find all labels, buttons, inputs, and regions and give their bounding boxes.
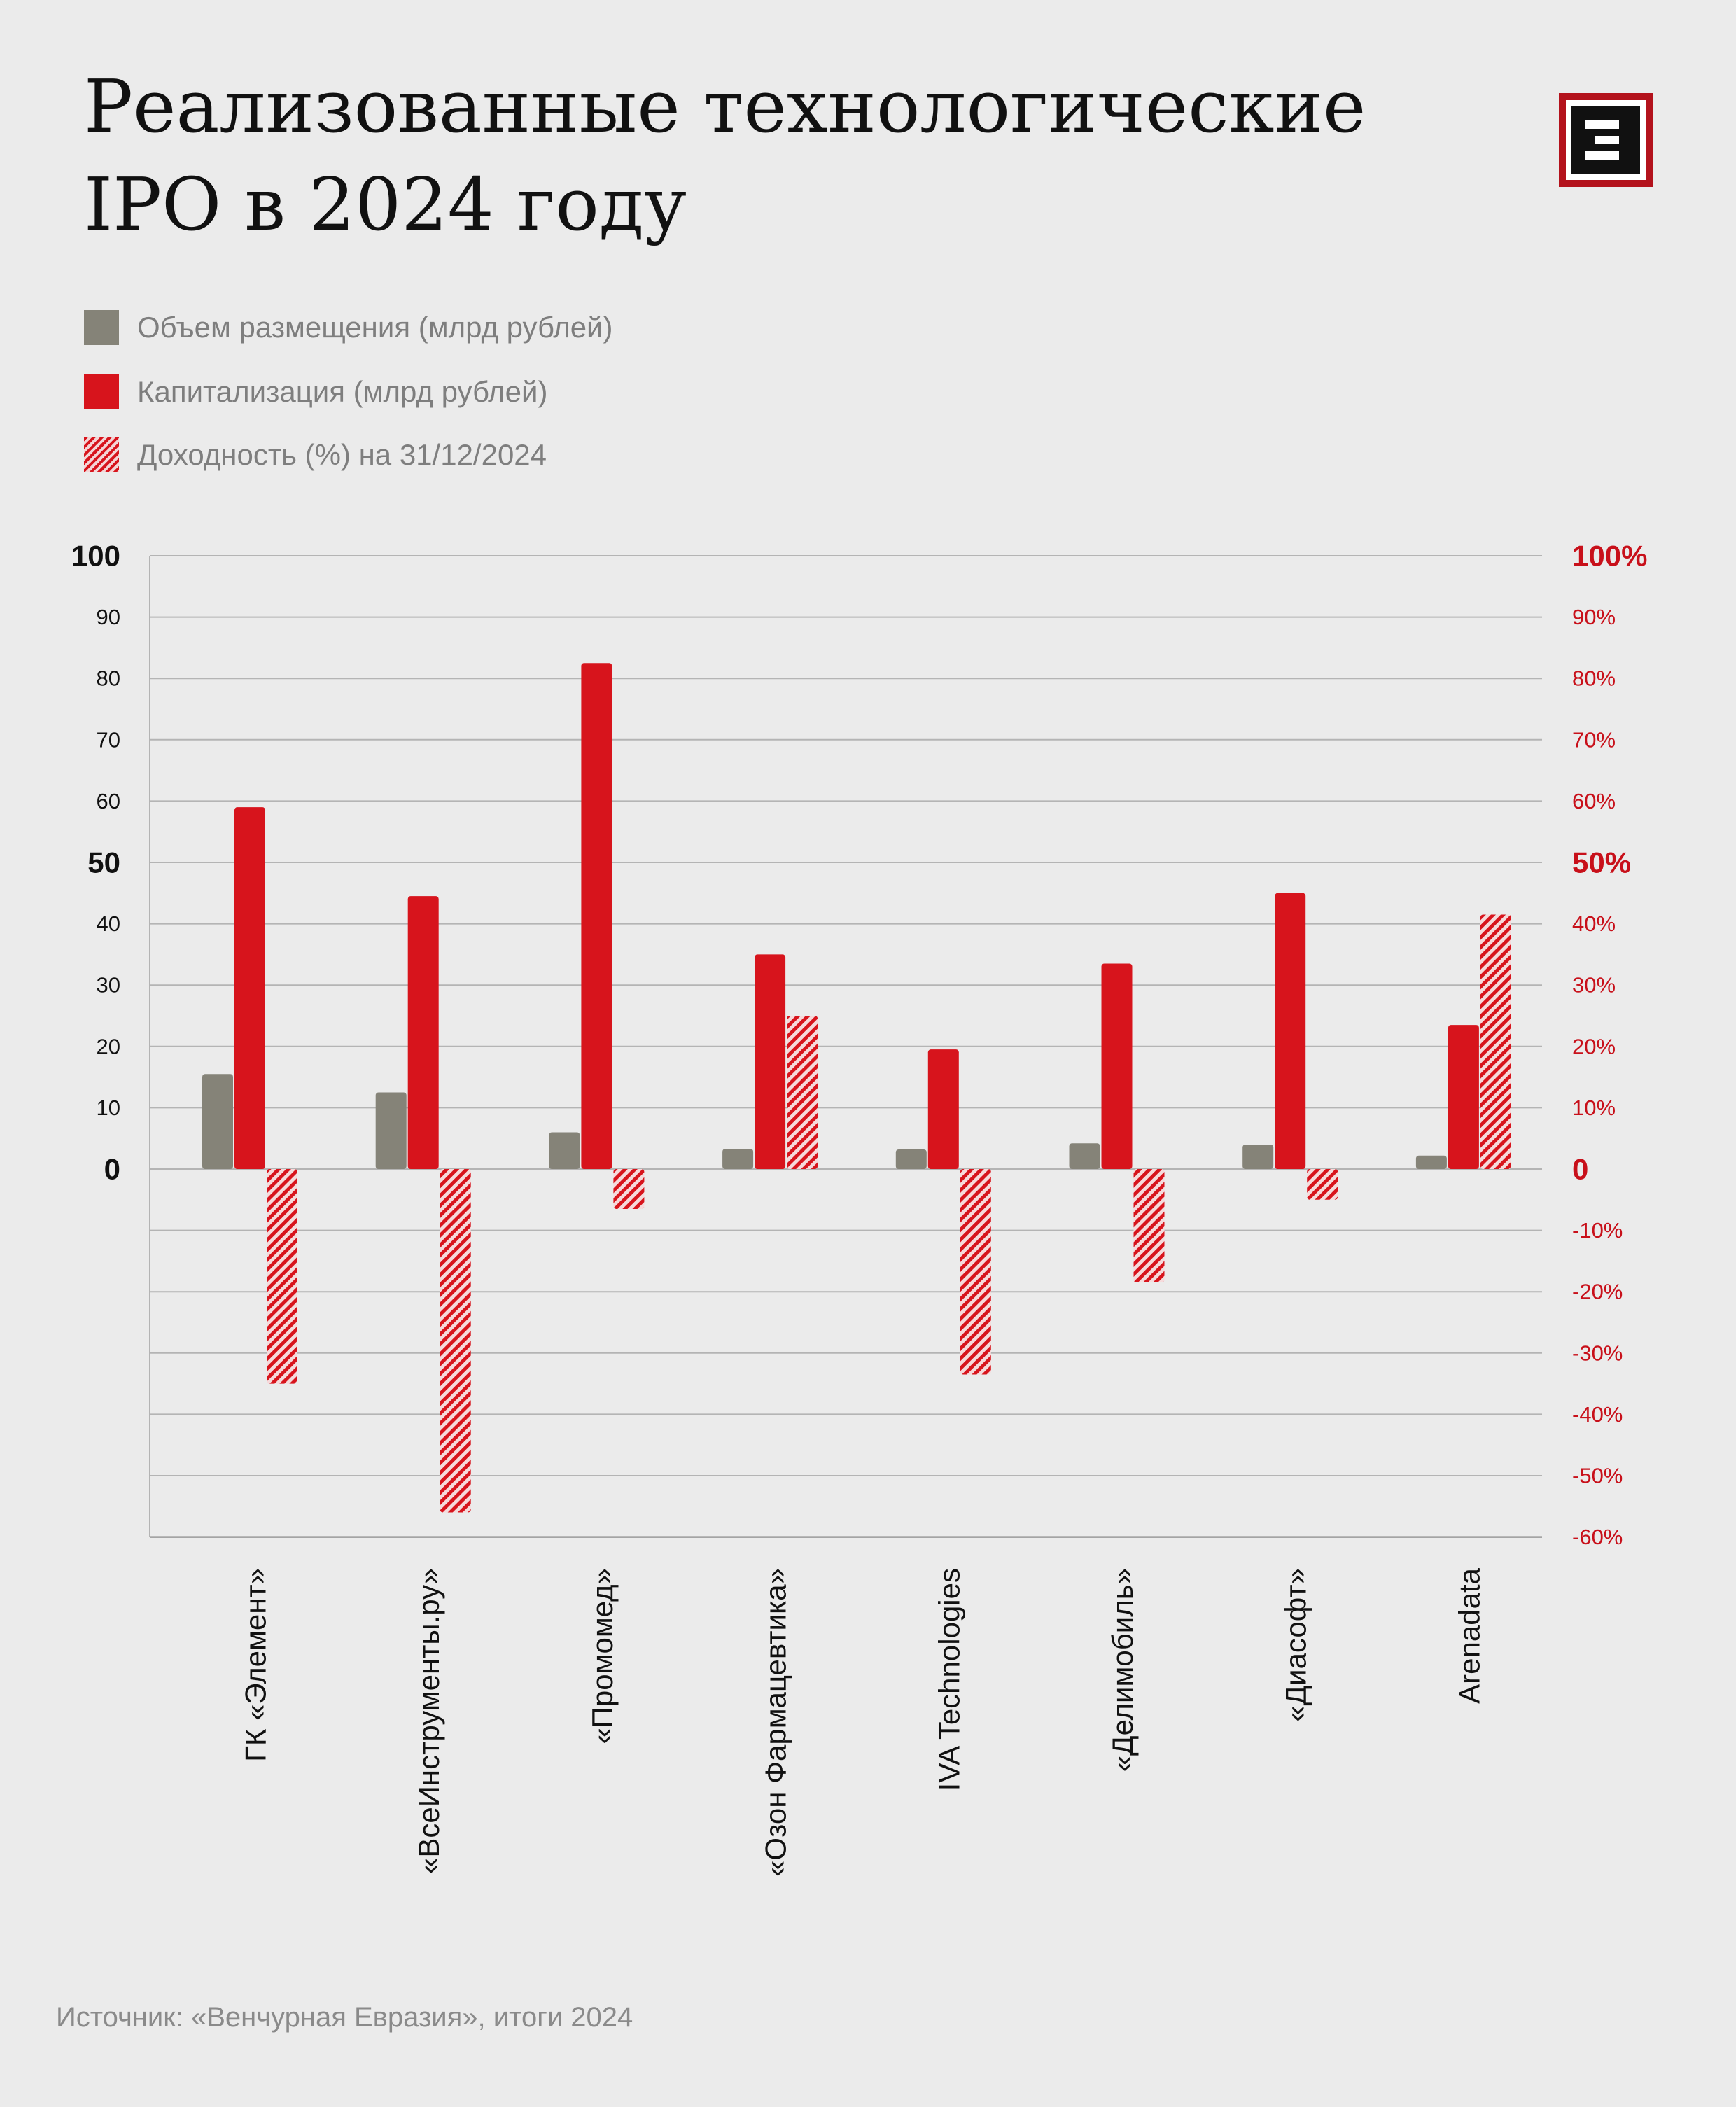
y-right-tick-label: -40%: [1572, 1402, 1623, 1427]
legend-swatch-capitalization: [84, 374, 119, 410]
bar-volume: [722, 1149, 754, 1169]
y-left-tick-label: 50: [88, 846, 120, 879]
y-left-tick-label: 40: [97, 911, 120, 936]
y-right-tick-label: -60%: [1572, 1525, 1623, 1549]
legend-item-capitalization: Капитализация (млрд рублей): [84, 371, 547, 413]
chart-title-line-2: IPO в 2024 году: [84, 162, 687, 247]
x-tick-label: ГК «Элемент»: [239, 1568, 272, 1762]
bar-yield: [613, 1169, 645, 1209]
bar-volume: [202, 1074, 233, 1169]
y-axis-right: 100% 90% 80% 70% 60% 50% 40% 30% 20% 10% 0 -10% -20%…: [1572, 540, 1647, 1550]
bar-volume: [549, 1132, 580, 1169]
bar-capitalization: [407, 896, 439, 1169]
bar-capitalization: [1275, 892, 1306, 1169]
x-tick-label: «Озон Фармацевтика»: [760, 1568, 792, 1877]
bar-volume: [375, 1092, 407, 1169]
y-left-tick-label: 20: [97, 1034, 120, 1058]
source-note: Источник: «Венчурная Евразия», итоги 202…: [56, 2002, 634, 2033]
bar-yield: [440, 1169, 471, 1513]
y-right-tick-label: 50%: [1572, 846, 1631, 879]
y-right-tick-label: 30%: [1572, 973, 1616, 997]
y-right-tick-label: 20%: [1572, 1034, 1616, 1058]
x-tick-label: «Делимобиль»: [1106, 1568, 1139, 1772]
bar-volume: [1242, 1144, 1274, 1169]
y-right-tick-label: 70%: [1572, 727, 1616, 752]
legend-item-volume: Объем размещения (млрд рублей): [84, 307, 613, 349]
legend-label-yield: Доходность (%) на 31/12/2024: [137, 438, 547, 471]
x-tick-label: Arenadata: [1452, 1567, 1485, 1703]
x-tick-label: «Промомед»: [586, 1568, 619, 1744]
bar-yield: [1133, 1169, 1165, 1283]
y-left-tick-label: 60: [97, 789, 120, 813]
y-right-tick-label: 100%: [1572, 540, 1647, 573]
bar-capitalization: [581, 663, 612, 1169]
y-left-tick-label: 100: [71, 540, 120, 573]
bar-volume: [1415, 1155, 1447, 1169]
bar-yield: [1307, 1169, 1338, 1200]
y-right-tick-label: 90%: [1572, 605, 1616, 629]
bar-volume: [895, 1149, 927, 1169]
bar-capitalization: [1101, 963, 1133, 1169]
y-right-tick-label: 10%: [1572, 1096, 1616, 1120]
reversed-e-logo-icon: [1559, 93, 1653, 187]
bars: [202, 663, 1511, 1513]
x-tick-label: IVA Technologies: [932, 1568, 965, 1791]
chart-title-line-1: Реализованные технологические: [84, 64, 1366, 149]
x-tick-label: «Диасофт»: [1280, 1568, 1312, 1722]
x-tick-label: «ВсеИнструменты.ру»: [412, 1568, 445, 1874]
bar-yield: [267, 1169, 298, 1384]
legend-swatch-yield: [84, 438, 119, 472]
y-left-tick-label: 80: [97, 666, 120, 691]
bar-volume: [1069, 1143, 1100, 1169]
bar-capitalization: [927, 1049, 959, 1169]
legend-swatch-volume: [84, 310, 119, 345]
bar-capitalization: [234, 807, 265, 1169]
bar-yield: [787, 1016, 818, 1169]
y-right-tick-label: -50%: [1572, 1464, 1623, 1488]
y-left-tick-label: 70: [97, 727, 120, 752]
bar-yield: [960, 1169, 991, 1375]
y-right-tick-label: -30%: [1572, 1340, 1623, 1365]
y-left-tick-label: 30: [97, 973, 120, 997]
y-left-tick-label: 10: [97, 1096, 120, 1120]
legend-label-capitalization: Капитализация (млрд рублей): [137, 375, 548, 408]
y-left-tick-label: 0: [104, 1153, 120, 1186]
x-axis-labels: ГК «Элемент» «ВсеИнструменты.ру» «Промомед…: [239, 1567, 1486, 1877]
bar-capitalization: [755, 954, 786, 1169]
y-right-tick-label: 40%: [1572, 911, 1616, 936]
chart-title: Реализованные технологические IPO в 2024…: [84, 57, 1414, 253]
y-right-tick-label: -20%: [1572, 1280, 1623, 1304]
bar-yield: [1480, 914, 1511, 1169]
y-right-tick-label: 60%: [1572, 789, 1616, 813]
y-right-tick-label: 80%: [1572, 666, 1616, 691]
y-right-tick-label: -10%: [1572, 1218, 1623, 1242]
legend-item-yield: Доходность (%) на 31/12/2024: [84, 434, 547, 476]
bar-capitalization: [1448, 1025, 1479, 1169]
gridlines: [149, 555, 1542, 1538]
y-left-tick-label: 90: [97, 605, 120, 629]
y-right-tick-label: 0: [1572, 1153, 1588, 1186]
legend-label-volume: Объем размещения (млрд рублей): [137, 311, 613, 344]
